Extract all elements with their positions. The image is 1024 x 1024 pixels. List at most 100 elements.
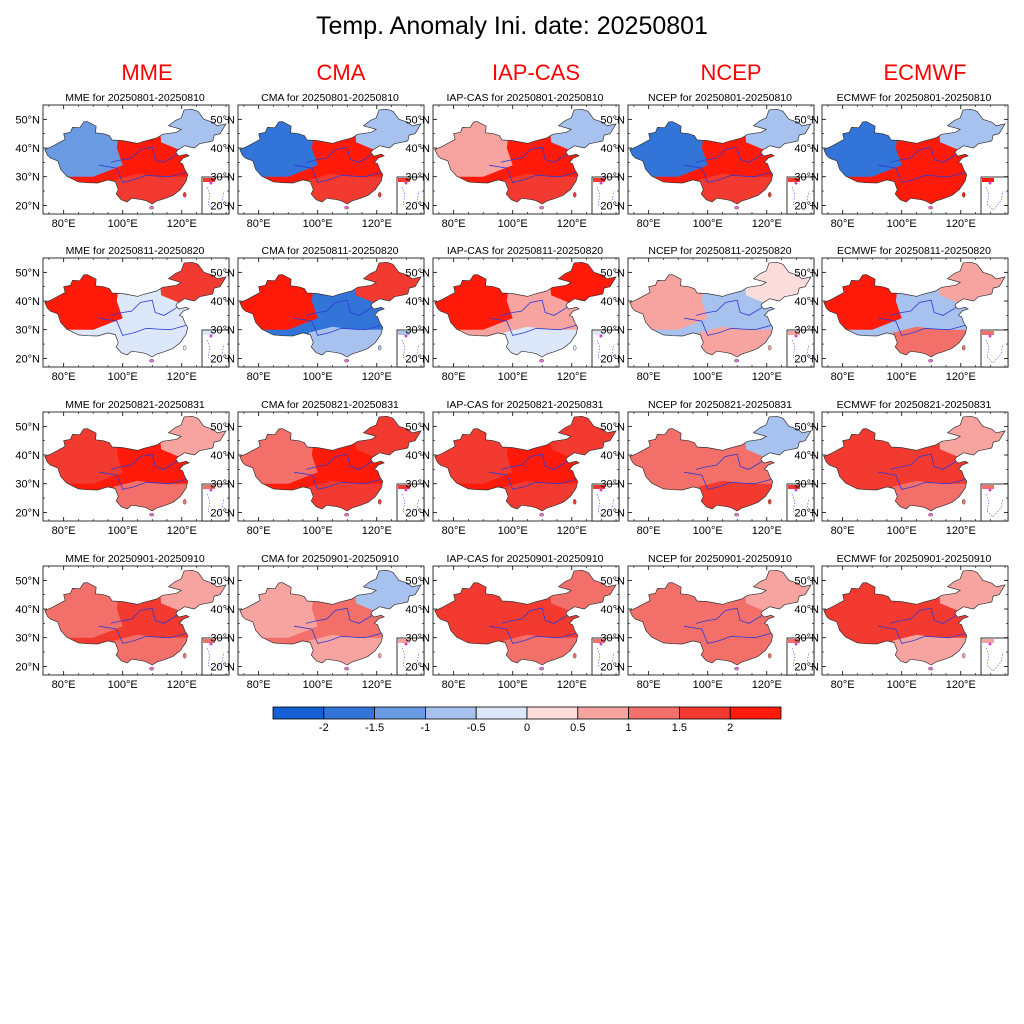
colorbar-swatch xyxy=(374,706,426,720)
colorbar-label: 2 xyxy=(727,722,733,734)
anomaly-map: 80°E 100°E 120°E 50°N 40°N 30°N 20°N xyxy=(405,257,620,383)
lat-tick-label: 20°N xyxy=(794,353,819,365)
lat-tick-label: 20°N xyxy=(405,353,430,365)
lat-tick-label: 40°N xyxy=(405,450,430,462)
lat-tick-label: 20°N xyxy=(794,661,819,673)
lon-tick-label: 120°E xyxy=(752,371,782,383)
lat-tick-label: 40°N xyxy=(794,450,819,462)
lat-tick-label: 30°N xyxy=(15,479,40,491)
map-panel: NCEP for 20250821-20250831 80°E 100°E 120°E… xyxy=(600,399,815,539)
lat-tick-label: 50°N xyxy=(600,421,625,433)
lat-tick-label: 50°N xyxy=(405,114,430,126)
panel-title: MME for 20250901-20250910 xyxy=(65,553,205,565)
lat-tick-label: 20°N xyxy=(600,507,625,519)
panel-title: CMA for 20250801-20250810 xyxy=(261,92,399,104)
lat-tick-label: 20°N xyxy=(405,661,430,673)
anomaly-map: 80°E 100°E 120°E 50°N 40°N 30°N 20°N xyxy=(210,257,425,383)
anomaly-map: 80°E 100°E 120°E 50°N 40°N 30°N 20°N xyxy=(15,411,230,537)
lat-tick-label: 40°N xyxy=(210,296,235,308)
lon-tick-label: 100°E xyxy=(303,525,333,537)
anomaly-map: 80°E 100°E 120°E 50°N 40°N 30°N 20°N xyxy=(794,565,1009,691)
lat-tick-label: 40°N xyxy=(405,296,430,308)
lat-tick-label: 20°N xyxy=(794,507,819,519)
panel-title: IAP-CAS for 20250811-20250820 xyxy=(446,245,604,257)
model-header-ncep: NCEP xyxy=(700,60,762,85)
lat-tick-label: 30°N xyxy=(794,633,819,645)
map-panel: CMA for 20250821-20250831 80°E 100°E 120°E 5… xyxy=(210,399,425,539)
lat-tick-label: 50°N xyxy=(210,421,235,433)
lat-tick-label: 30°N xyxy=(794,325,819,337)
lon-tick-label: 100°E xyxy=(498,679,528,691)
anomaly-map: 80°E 100°E 120°E 50°N 40°N 30°N 20°N xyxy=(15,257,230,383)
model-header-cma: CMA xyxy=(316,60,366,85)
lon-tick-label: 100°E xyxy=(108,679,138,691)
lat-tick-label: 20°N xyxy=(600,353,625,365)
map-panel: ECMWF for 20250901-20250910 80°E 100°E 120°… xyxy=(794,553,1009,693)
lat-tick-label: 20°N xyxy=(210,661,235,673)
anomaly-map: 80°E 100°E 120°E 50°N 40°N 30°N 20°N xyxy=(794,257,1009,383)
lon-tick-label: 80°E xyxy=(247,525,271,537)
colorbar-legend: -2 -1.5 -1 -0.5 0 0.5 1 1.5 2 xyxy=(272,706,782,734)
panel-title: ECMWF for 20250801-20250810 xyxy=(836,92,992,104)
lat-tick-label: 50°N xyxy=(15,114,40,126)
lon-tick-label: 80°E xyxy=(442,371,466,383)
lat-tick-label: 30°N xyxy=(210,172,235,184)
lat-tick-label: 50°N xyxy=(210,575,235,587)
lat-tick-label: 50°N xyxy=(405,575,430,587)
lat-tick-label: 50°N xyxy=(794,114,819,126)
lon-tick-label: 120°E xyxy=(167,525,197,537)
panel-title: ECMWF for 20250901-20250910 xyxy=(836,553,992,565)
lon-tick-label: 100°E xyxy=(887,679,917,691)
lon-tick-label: 80°E xyxy=(52,679,76,691)
colorbar-label: 1 xyxy=(626,722,632,734)
panel-title: ECMWF for 20250821-20250831 xyxy=(836,399,992,411)
panel-title: CMA for 20250811-20250820 xyxy=(261,245,399,257)
lon-tick-label: 80°E xyxy=(247,218,271,230)
lat-tick-label: 20°N xyxy=(210,353,235,365)
panel-title: MME for 20250811-20250820 xyxy=(65,245,205,257)
colorbar-swatch xyxy=(679,706,731,720)
anomaly-map: 80°E 100°E 120°E 50°N 40°N 30°N 20°N xyxy=(794,104,1009,230)
colorbar-label: 1.5 xyxy=(672,722,687,734)
panel-title: CMA for 20250821-20250831 xyxy=(261,399,399,411)
panel-title: NCEP for 20250901-20250910 xyxy=(647,553,792,565)
lon-tick-label: 80°E xyxy=(52,525,76,537)
lat-tick-label: 30°N xyxy=(600,325,625,337)
lon-tick-label: 80°E xyxy=(247,679,271,691)
lon-tick-label: 100°E xyxy=(887,525,917,537)
lat-tick-label: 40°N xyxy=(794,604,819,616)
map-panel: CMA for 20250901-20250910 80°E 100°E 120°E 5… xyxy=(210,553,425,693)
lat-tick-label: 20°N xyxy=(600,661,625,673)
anomaly-map: 80°E 100°E 120°E 50°N 40°N 30°N 20°N xyxy=(210,411,425,537)
lon-tick-label: 80°E xyxy=(52,218,76,230)
anomaly-map: 80°E 100°E 120°E 50°N 40°N 30°N 20°N xyxy=(600,411,815,537)
map-panel: MME for 20250821-20250831 80°E 100°E 120°E 5… xyxy=(15,399,230,539)
lat-tick-label: 20°N xyxy=(600,200,625,212)
lat-tick-label: 50°N xyxy=(794,267,819,279)
lon-tick-label: 100°E xyxy=(108,371,138,383)
lat-tick-label: 30°N xyxy=(600,633,625,645)
map-panel: ECMWF for 20250801-20250810 80°E 100°E 120°… xyxy=(794,92,1009,232)
anomaly-map: 80°E 100°E 120°E 50°N 40°N 30°N 20°N xyxy=(794,411,1009,537)
colorbar-swatch xyxy=(323,706,375,720)
lat-tick-label: 30°N xyxy=(794,172,819,184)
lon-tick-label: 120°E xyxy=(167,218,197,230)
lat-tick-label: 20°N xyxy=(15,353,40,365)
lon-tick-label: 120°E xyxy=(167,371,197,383)
panel-title: IAP-CAS for 20250901-20250910 xyxy=(446,553,604,565)
lat-tick-label: 50°N xyxy=(600,114,625,126)
lon-tick-label: 120°E xyxy=(362,218,392,230)
lat-tick-label: 40°N xyxy=(405,143,430,155)
anomaly-map: 80°E 100°E 120°E 50°N 40°N 30°N 20°N xyxy=(600,104,815,230)
colorbar-swatch xyxy=(424,706,477,720)
panel-title: MME for 20250801-20250810 xyxy=(65,92,205,104)
lon-tick-label: 80°E xyxy=(52,371,76,383)
colorbar-swatch xyxy=(628,706,680,720)
lon-tick-label: 120°E xyxy=(167,679,197,691)
lat-tick-label: 50°N xyxy=(15,267,40,279)
lon-tick-label: 80°E xyxy=(442,525,466,537)
lat-tick-label: 30°N xyxy=(210,633,235,645)
lat-tick-label: 20°N xyxy=(15,661,40,673)
anomaly-map: 80°E 100°E 120°E 50°N 40°N 30°N 20°N xyxy=(15,565,230,691)
colorbar-label: 0 xyxy=(524,722,530,734)
